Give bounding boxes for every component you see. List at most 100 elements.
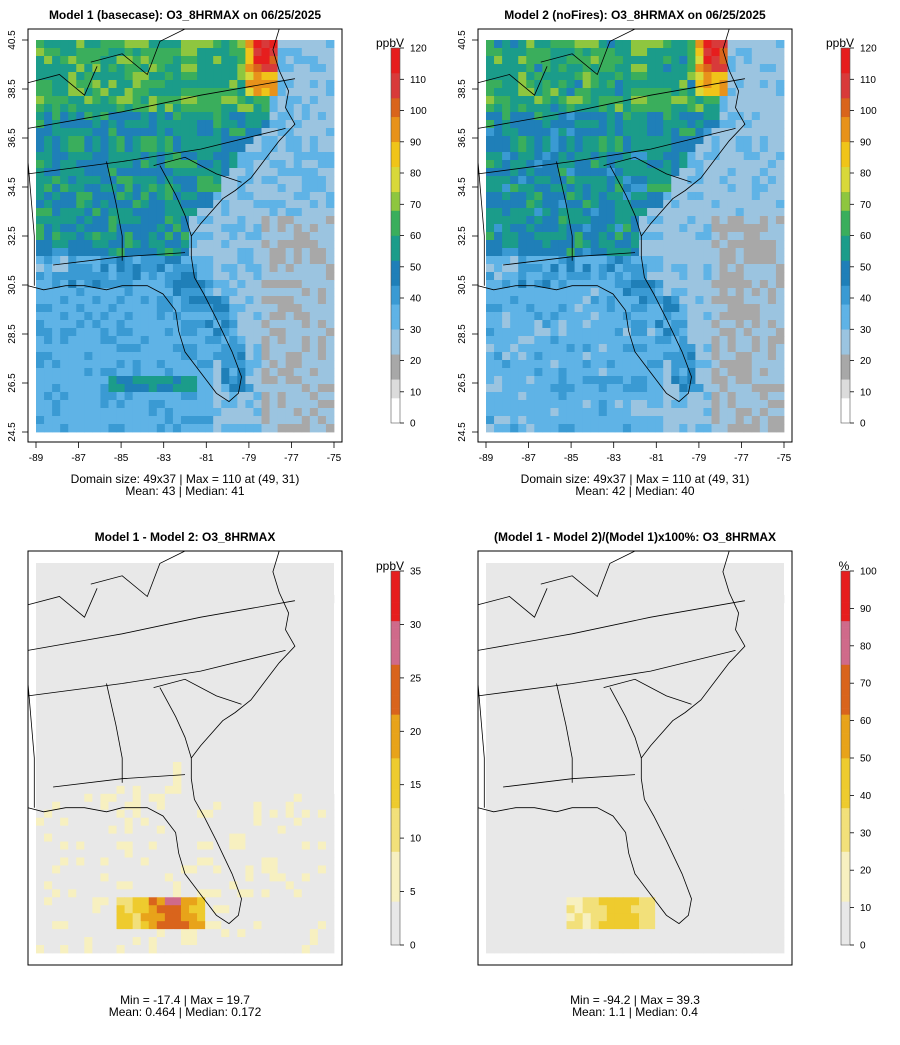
heatmap-cell <box>36 328 45 337</box>
heatmap-cell <box>703 312 712 321</box>
heatmap-cell <box>180 929 190 938</box>
heatmap-cell <box>124 873 134 882</box>
heatmap-cell <box>566 304 575 313</box>
heatmap-cell <box>719 424 729 433</box>
heatmap-cell <box>719 288 729 297</box>
heatmap-cell <box>727 168 737 177</box>
heatmap-cell <box>60 368 69 377</box>
heatmap-cell <box>245 889 254 898</box>
heatmap-cell <box>293 400 303 409</box>
heatmap-cell <box>124 56 134 65</box>
heatmap-cell <box>36 376 45 385</box>
heatmap-cell <box>317 184 327 193</box>
heatmap-cell <box>253 208 262 217</box>
heatmap-cell <box>767 376 777 385</box>
heatmap-cell <box>494 408 503 417</box>
heatmap-cell <box>317 865 327 874</box>
heatmap-cell <box>711 352 720 361</box>
heatmap-cell <box>735 801 745 811</box>
heatmap-cell <box>671 184 680 193</box>
heatmap-cell <box>510 809 519 819</box>
heatmap-cell <box>277 642 287 651</box>
heatmap-cell <box>526 272 535 281</box>
heatmap-cell <box>269 104 279 113</box>
heatmap-cell <box>197 833 206 842</box>
heatmap-cell <box>574 104 584 113</box>
heatmap-cell <box>261 160 270 169</box>
heatmap-cell <box>197 264 206 273</box>
heatmap-cell <box>486 264 495 273</box>
heatmap-cell <box>164 376 174 385</box>
heatmap-cell <box>767 280 777 289</box>
heatmap-cell <box>317 120 327 129</box>
heatmap-cell <box>655 176 664 185</box>
heatmap-cell <box>148 256 158 265</box>
heatmap-cell <box>655 304 664 313</box>
heatmap-cell <box>269 64 279 73</box>
heatmap-cell <box>759 120 769 129</box>
heatmap-cell <box>317 921 327 930</box>
heatmap-cell <box>229 128 238 137</box>
heatmap-cell <box>510 48 519 57</box>
heatmap-cell <box>84 801 93 811</box>
heatmap-cell <box>590 296 600 305</box>
heatmap-cell <box>301 328 311 337</box>
heatmap-cell <box>301 793 311 803</box>
heatmap-cell <box>140 368 150 377</box>
heatmap-cell <box>751 208 761 217</box>
heatmap-cell <box>221 80 230 89</box>
heatmap-cell <box>759 136 769 145</box>
heatmap-cell <box>598 280 608 289</box>
heatmap-cell <box>108 328 117 337</box>
heatmap-cell <box>518 272 527 281</box>
heatmap-cell <box>156 416 166 425</box>
heatmap-cell <box>213 913 222 922</box>
heatmap-cell <box>237 408 246 417</box>
heatmap-cell <box>269 320 279 329</box>
heatmap-cell <box>582 40 592 49</box>
heatmap-cell <box>510 594 519 604</box>
heatmap-cell <box>293 200 303 209</box>
heatmap-cell <box>309 144 319 153</box>
heatmap-cell <box>606 56 616 65</box>
heatmap-cell <box>36 280 45 289</box>
heatmap-cell <box>164 64 174 73</box>
heatmap-cell <box>574 144 584 153</box>
heatmap-cell <box>735 400 745 409</box>
heatmap-cell <box>253 857 262 866</box>
heatmap-cell <box>237 841 246 850</box>
heatmap-cell <box>124 344 134 353</box>
heatmap-cell <box>229 825 238 835</box>
colorbar-segment <box>391 695 400 703</box>
heatmap-cell <box>293 104 303 113</box>
heatmap-cell <box>116 216 125 225</box>
heatmap-cell <box>518 88 527 97</box>
state-border <box>90 28 186 76</box>
heatmap-cell <box>775 344 785 353</box>
heatmap-cell <box>494 376 503 385</box>
heatmap-cell <box>639 104 648 113</box>
heatmap-cell <box>172 817 182 827</box>
heatmap-cell <box>60 88 69 97</box>
heatmap-cell <box>566 152 575 161</box>
heatmap-cell <box>124 921 134 930</box>
heatmap-cell <box>719 586 729 596</box>
heatmap-cell <box>229 112 238 121</box>
heatmap-cell <box>502 344 511 353</box>
heatmap-cell <box>140 865 150 874</box>
colorbar-segment <box>391 589 400 597</box>
heatmap-cell <box>622 248 632 257</box>
heatmap-cell <box>719 360 729 369</box>
heatmap-cell <box>679 224 688 233</box>
heatmap-cell <box>751 56 761 65</box>
heatmap-cell <box>124 857 134 866</box>
heatmap-cell <box>148 248 158 257</box>
heatmap-cell <box>647 120 656 129</box>
heatmap-cell <box>108 921 117 930</box>
heatmap-cell <box>221 873 230 882</box>
heatmap-cell <box>582 224 592 233</box>
heatmap-cell <box>614 424 624 433</box>
heatmap-cell <box>598 184 608 193</box>
heatmap-cell <box>317 344 327 353</box>
heatmap-cell <box>108 192 117 201</box>
